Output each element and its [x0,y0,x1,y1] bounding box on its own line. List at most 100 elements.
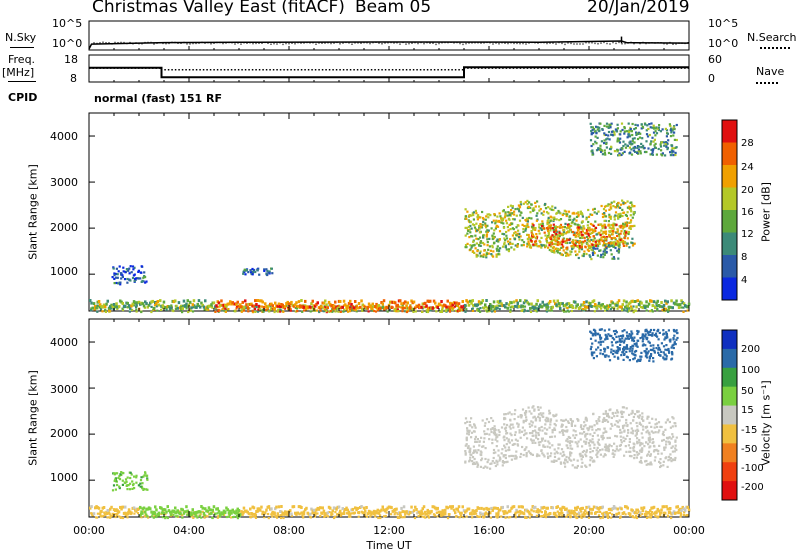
echo-cell [557,443,560,446]
echo-cell [500,221,503,224]
echo-cell [135,310,138,313]
ground-scatter-cell [217,301,221,305]
echo-cell [601,448,604,451]
echo-cell [496,215,499,218]
ground-scatter-cell [634,300,637,303]
echo-cell [645,129,648,132]
echo-cell [635,431,638,434]
echo-cell [542,210,545,213]
echo-cell [574,223,577,226]
echo-cell [622,348,626,351]
ground-scatter-cell [127,508,131,512]
echo-cell [649,310,652,313]
echo-cell [574,242,578,245]
echo-cell [548,221,551,224]
echo-cell [132,268,135,271]
echo-cell [385,511,388,514]
echo-cell [500,218,503,222]
ground-scatter-cell [240,305,243,309]
echo-cell [548,241,551,245]
ground-scatter-cell [102,506,106,509]
ground-scatter-cell [527,302,531,306]
ground-scatter-cell [456,304,459,308]
echo-cell [632,305,635,308]
echo-cell [566,513,569,517]
echo-cell [632,358,635,361]
echo-cell [602,431,605,434]
echo-cell [472,211,475,214]
echo-cell [530,439,534,442]
echo-cell [614,351,617,354]
echo-cell [534,201,537,204]
echo-cell [244,273,247,276]
ground-scatter-cell [272,511,276,515]
echo-cell [250,271,253,274]
echo-cell [474,247,477,250]
echo-cell [574,250,577,253]
echo-cell [224,310,227,313]
echo-cell [652,131,656,134]
echo-cell [520,416,523,419]
echo-cell [548,248,551,252]
echo-cell [617,305,620,308]
echo-cell [532,439,535,442]
echo-cell [591,342,594,345]
echo-cell [506,240,510,243]
ground-scatter-cell [629,301,632,305]
echo-cell [599,352,602,355]
echo-cell [632,415,635,419]
echo-cell [601,128,604,131]
echo-cell [481,445,484,448]
echo-cell [498,304,501,307]
echo-cell [656,425,659,429]
nsky-line [88,40,690,50]
power-cbar-tick-28: 28 [741,138,754,149]
ground-scatter-cell [510,301,513,305]
echo-cell [553,236,556,239]
echo-cell [628,135,632,138]
velocity-cbar-tick-200: 200 [741,344,761,355]
echo-cell [121,471,124,475]
echo-cell [544,418,547,422]
echo-cell [674,456,677,460]
echo-cell [133,487,136,490]
echo-cell [565,214,568,218]
echo-cell [644,123,647,126]
ground-scatter-cell [211,508,214,512]
echo-cell [591,450,594,453]
echo-cell [552,216,555,219]
echo-cell [680,513,683,516]
echo-cell [653,449,656,452]
echo-cell [96,304,99,307]
echo-cell [531,421,534,424]
echo-cell [613,338,616,341]
echo-cell [603,241,606,244]
echo-cell [511,206,514,209]
ground-scatter-cell [274,507,277,511]
echo-cell [608,334,611,337]
echo-cell [234,310,237,313]
ground-scatter-cell [294,303,297,307]
echo-cell [266,273,269,277]
echo-cell [572,458,576,461]
echo-cell [199,513,202,516]
ground-scatter-cell [345,506,348,510]
echo-cell [626,217,630,220]
echo-cell [494,464,497,468]
echo-cell [478,216,481,219]
echo-cell [580,516,583,519]
echo-cell [618,154,621,157]
ground-scatter-cell [114,305,117,309]
echo-cell [645,516,649,519]
echo-cell [645,347,648,350]
echo-cell [606,346,610,349]
echo-cell [509,241,512,244]
ground-scatter-cell [130,511,133,515]
echo-cell [496,249,499,252]
echo-cell [474,438,477,441]
echo-cell [565,430,569,433]
echo-cell [241,308,244,311]
echo-cell [471,245,474,248]
echo-cell [423,515,426,519]
echo-cell [561,512,564,515]
